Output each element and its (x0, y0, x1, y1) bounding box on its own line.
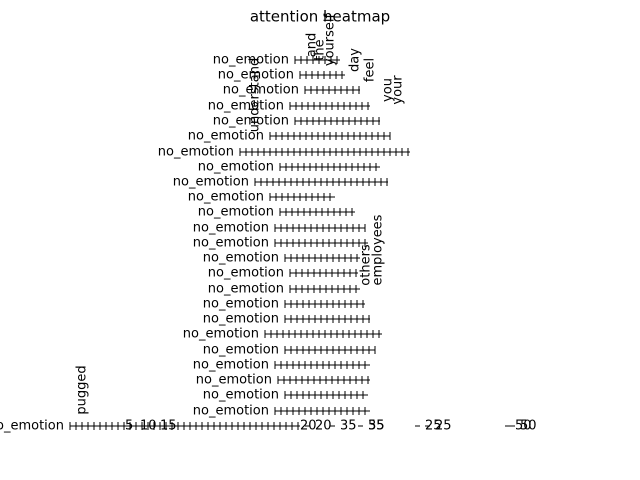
x-tick-label: 55 (368, 419, 385, 434)
x-tick-label: 15 (160, 419, 177, 434)
y-tick-label: no_emotion (193, 221, 269, 236)
y-tick-label: no_emotion (0, 419, 64, 434)
y-tick-label: no_emotion (203, 388, 279, 403)
y-tick-label: no_emotion (203, 343, 279, 358)
x-tick-label: 20 (315, 419, 332, 434)
y-tick-label: no_emotion (203, 251, 279, 266)
x-tick-label: 50 (515, 419, 532, 434)
y-tick-label: no_emotion (208, 282, 284, 297)
x-tick-label: 5 (125, 419, 133, 434)
y-tick-label: no_emotion (193, 236, 269, 251)
y-tick-label: no_emotion (188, 190, 264, 205)
y-tick-label: no_emotion (198, 160, 274, 175)
y-tick-label: no_emotion (196, 373, 272, 388)
x-tick-label: 25 (425, 419, 442, 434)
x-tick-label: 50 (520, 419, 537, 434)
word-label: and (305, 33, 320, 57)
y-tick-label: no_emotion (173, 175, 249, 190)
word-label: employees (371, 214, 386, 285)
x-tick-label: 20 (300, 419, 317, 434)
word-label: feel (363, 58, 378, 82)
x-tick-label: 25 (435, 419, 452, 434)
x-tick-label: 35 (340, 419, 357, 434)
x-tick-label: 35 (368, 419, 385, 434)
word-label: pugged (75, 365, 90, 414)
y-tick-label: no_emotion (198, 205, 274, 220)
y-tick-label: no_emotion (208, 266, 284, 281)
y-tick-label: no_emotion (213, 53, 289, 68)
y-tick-label: no_emotion (203, 312, 279, 327)
y-tick-label: no_emotion (183, 327, 259, 342)
chart-title: attention heatmap (250, 8, 390, 26)
word-label: others (359, 244, 374, 286)
y-tick-label: no_emotion (188, 129, 264, 144)
word-label: understand (248, 58, 263, 132)
word-label: yourself (323, 13, 338, 66)
y-tick-label: no_emotion (208, 99, 284, 114)
y-tick-label: no_emotion (193, 404, 269, 419)
word-label: the (313, 39, 328, 60)
y-tick-label: no_emotion (203, 297, 279, 312)
y-tick-label: no_emotion (158, 145, 234, 160)
y-tick-label: no_emotion (223, 83, 299, 98)
word-label: day (348, 48, 363, 72)
word-label: your (391, 75, 406, 105)
y-tick-label: no_emotion (213, 114, 289, 129)
y-tick-label: no_emotion (193, 358, 269, 373)
x-tick-label: 10 (140, 419, 157, 434)
word-label: you (381, 78, 396, 102)
y-tick-label: no_emotion (218, 68, 294, 83)
